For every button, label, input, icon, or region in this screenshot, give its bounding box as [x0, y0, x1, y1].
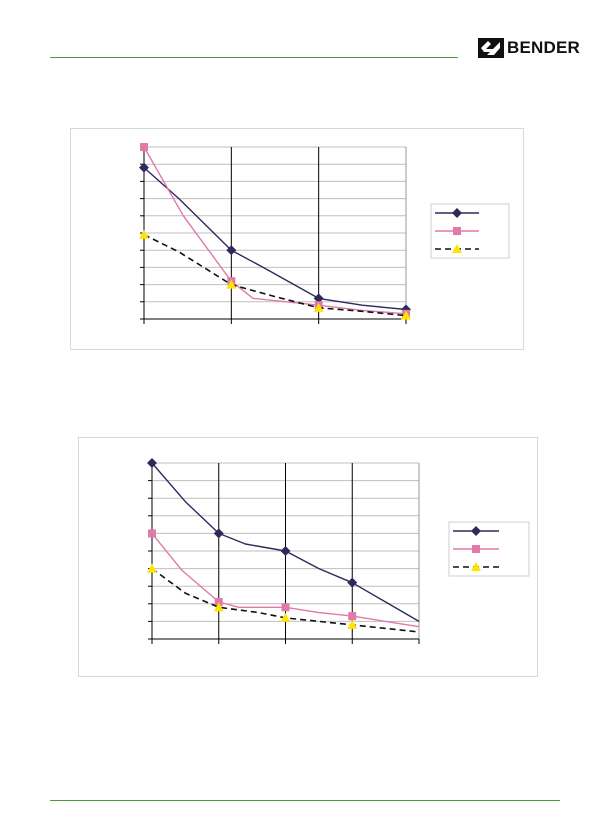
- chart-1-series-1-point: [139, 162, 149, 173]
- bender-logo: BENDER: [478, 37, 580, 59]
- chart-1-legend-series-1-marker: [452, 208, 462, 218]
- chart-2-series-2-point: [281, 603, 290, 612]
- chart-2-series-3-point: [147, 563, 157, 573]
- chart-1-legend-series-2-marker: [453, 227, 461, 235]
- chart-2-series-3-point: [213, 602, 224, 612]
- chart-2-series-3-point: [280, 612, 291, 622]
- chart-2-legend-series-1-marker: [471, 526, 481, 536]
- chart-1-series-1-line: [143, 167, 407, 311]
- chart-1-svg: [139, 143, 510, 324]
- chart-2-series-2-point: [348, 612, 357, 621]
- chart-1: [70, 128, 524, 350]
- chart-2-svg: [147, 458, 530, 644]
- chart-1-series-3-point: [226, 279, 237, 289]
- header-rule: [50, 57, 458, 58]
- chart-2-series-2-point: [214, 598, 223, 607]
- chart-2-legend-series-3-marker: [471, 562, 481, 571]
- chart-1-series-3-line: [143, 233, 407, 317]
- chart-2-series-1-point: [213, 528, 224, 539]
- chart-2: [78, 437, 538, 677]
- chart-1-series-3-point: [139, 229, 149, 239]
- bender-logo-text: BENDER: [507, 38, 580, 57]
- chart-1-series-1-point: [226, 245, 237, 256]
- chart-1-series-3-point: [401, 310, 411, 320]
- chart-1-series-3-point: [313, 302, 324, 312]
- chart-1-legend-series-3-marker: [452, 244, 462, 253]
- chart-2-series-2-point: [148, 529, 156, 538]
- chart-2-series-1-point: [280, 546, 291, 556]
- chart-2-legend-series-2-marker: [472, 545, 480, 553]
- chart-1-series-2-line: [143, 146, 407, 315]
- chart-2-series-1-point: [147, 458, 157, 468]
- chart-1-series-1-point: [313, 293, 324, 304]
- chart-1-series-2-point: [140, 143, 148, 151]
- footer-rule: [50, 800, 560, 801]
- chart-2-series-1-point: [347, 577, 358, 588]
- bender-logo-icon: [478, 38, 504, 58]
- chart-2-series-3-point: [347, 619, 358, 629]
